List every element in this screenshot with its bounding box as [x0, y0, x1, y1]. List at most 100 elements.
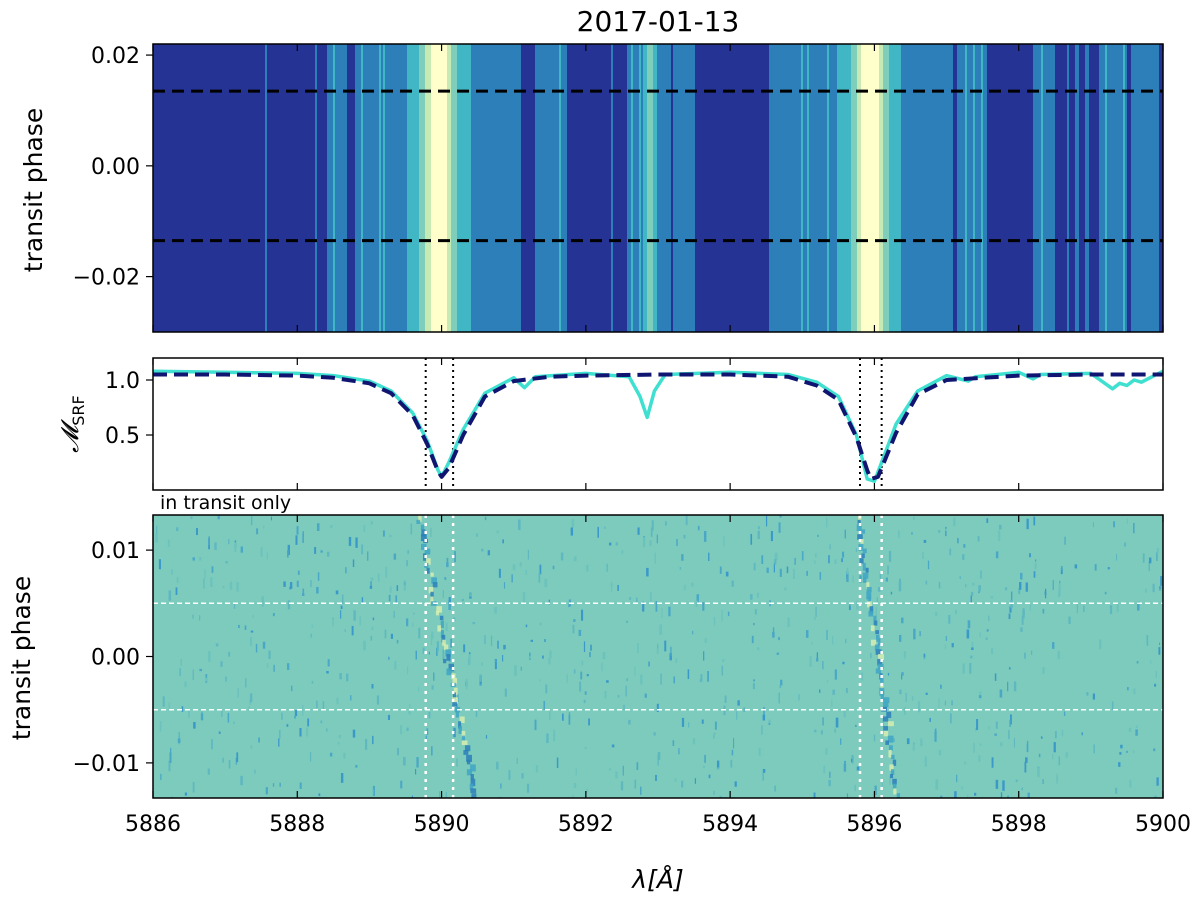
noise-speck [966, 629, 970, 639]
noise-speck [634, 779, 637, 789]
noise-speck [939, 684, 942, 689]
heatmap-cell [863, 44, 866, 332]
heatmap-cell [877, 44, 880, 332]
noise-speck [1044, 588, 1047, 599]
noise-speck [249, 636, 252, 647]
heatmap-cell [917, 44, 920, 332]
noise-speck [823, 765, 826, 774]
heatmap-cell [919, 44, 922, 332]
heatmap-cell [649, 44, 652, 332]
noise-speck [235, 757, 237, 765]
heatmap-cell [333, 44, 336, 332]
noise-speck [516, 757, 518, 764]
noise-speck [573, 619, 576, 622]
heatmap-cell [1017, 44, 1020, 332]
absorption-trail-mark [875, 634, 880, 642]
heatmap-cell [1015, 44, 1018, 332]
noise-speck [409, 703, 411, 709]
absorption-trail-mark [865, 567, 869, 573]
noise-speck [779, 568, 782, 577]
absorption-trail-mark [432, 582, 438, 588]
noise-speck [873, 734, 876, 742]
heatmap-cell [669, 44, 672, 332]
absorption-trail-mark [859, 529, 866, 534]
noise-speck [385, 566, 388, 578]
noise-speck [1116, 603, 1119, 613]
absorption-trail-mark [875, 649, 882, 655]
heatmap-cell [721, 44, 724, 332]
noise-speck [826, 517, 828, 528]
heatmap-cell [1007, 44, 1010, 332]
heatmap-cell [1117, 44, 1120, 332]
noise-speck [963, 544, 966, 548]
heatmap-cell [575, 44, 578, 332]
noise-speck [899, 578, 902, 586]
heatmap-cell [549, 44, 552, 332]
heatmap-cell [269, 44, 272, 332]
heatmap-cell [935, 44, 938, 332]
noise-speck [542, 655, 544, 659]
noise-speck [365, 738, 368, 750]
heatmap-cell [179, 44, 182, 332]
noise-speck [786, 566, 789, 574]
heatmap-cell [629, 44, 632, 332]
noise-speck [734, 781, 737, 787]
heatmap-cell [347, 44, 350, 332]
noise-speck [351, 625, 354, 636]
heatmap-cell [265, 44, 268, 332]
noise-speck [640, 786, 642, 795]
absorption-trail-mark [891, 754, 895, 760]
noise-speck [384, 629, 387, 639]
noise-speck [719, 566, 722, 574]
absorption-trail-mark [866, 582, 870, 590]
heatmap-cell [257, 44, 260, 332]
noise-speck [211, 739, 213, 750]
noise-speck [406, 727, 409, 731]
heatmap-cell [259, 44, 262, 332]
noise-speck [673, 676, 676, 684]
noise-speck [646, 567, 649, 577]
noise-speck [1019, 581, 1022, 590]
noise-speck [692, 738, 696, 745]
absorption-trail-mark [458, 726, 462, 734]
noise-speck [1115, 787, 1118, 794]
heatmap-cell [175, 44, 178, 332]
heatmap-cell [651, 44, 654, 332]
absorption-trail-mark [439, 615, 444, 621]
noise-speck [307, 718, 310, 727]
noise-speck [525, 569, 528, 575]
heatmap-cell [641, 44, 644, 332]
noise-speck [188, 708, 190, 718]
absorption-trail-mark [856, 524, 862, 532]
noise-speck [205, 677, 208, 682]
noise-speck [659, 624, 662, 635]
heatmap-cell [1121, 44, 1124, 332]
noise-speck [1148, 561, 1150, 572]
heatmap-cell [757, 44, 760, 332]
heatmap-cell [207, 44, 210, 332]
noise-speck [845, 638, 847, 644]
noise-speck [170, 747, 172, 754]
absorption-trail-mark [452, 697, 458, 704]
heatmap-cell [819, 44, 822, 332]
noise-speck [287, 663, 290, 670]
noise-speck [556, 757, 559, 769]
noise-speck [713, 732, 716, 735]
noise-speck [811, 641, 813, 645]
noise-speck [1099, 639, 1102, 650]
noise-speck [479, 674, 482, 682]
heatmap-cell [471, 44, 474, 332]
noise-speck [330, 525, 333, 528]
noise-speck [1156, 548, 1159, 554]
noise-speck [934, 728, 937, 736]
absorption-trail-mark [459, 716, 465, 724]
noise-speck [849, 604, 851, 607]
noise-speck [539, 564, 542, 575]
noise-speck [778, 637, 780, 641]
noise-speck [816, 657, 819, 662]
y-tick-label: 0.00 [91, 646, 140, 671]
noise-speck [590, 644, 592, 651]
noise-speck [296, 580, 299, 587]
heatmap-cell [1151, 44, 1154, 332]
heatmap-cell [775, 44, 778, 332]
